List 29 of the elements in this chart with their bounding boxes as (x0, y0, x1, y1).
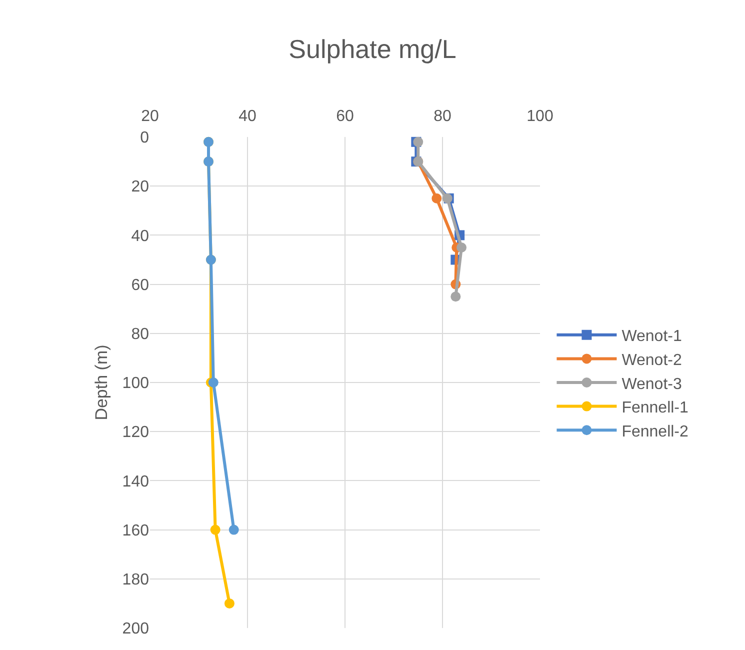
y-tick-label: 0 (140, 130, 150, 147)
y-tick-label: 80 (131, 326, 150, 343)
y-tick-label: 140 (122, 473, 150, 490)
y-tick-label: 200 (122, 620, 150, 638)
x-tick-label: 60 (336, 108, 354, 125)
y-tick-label: 60 (131, 276, 150, 294)
y-tick-label: 100 (122, 375, 150, 392)
point (224, 598, 234, 608)
point (432, 193, 442, 204)
point (456, 242, 467, 252)
y-tick-label: 20 (131, 178, 150, 196)
y-tick-label: 40 (131, 228, 150, 245)
x-tick-label: 40 (238, 108, 256, 125)
point (450, 292, 461, 302)
y-tick-label: 180 (122, 572, 150, 588)
y-axis-title: Depth (m) (92, 344, 111, 420)
legend-label: Wenot-2 (622, 352, 682, 369)
legend-label: Wenot-1 (622, 328, 682, 346)
x-tick-label: 80 (434, 108, 452, 125)
point (208, 378, 218, 388)
legend-label: Fennell-1 (622, 400, 689, 417)
y-tick-label: 160 (122, 522, 150, 540)
legend-label: Fennell-2 (622, 423, 689, 440)
chart-title: Sulphate mg/L (288, 34, 456, 64)
legend-label: Wenot-3 (622, 376, 682, 393)
point (228, 524, 239, 535)
y-tick-label: 120 (122, 424, 150, 442)
point (210, 524, 220, 535)
x-tick-label: 100 (526, 108, 554, 125)
